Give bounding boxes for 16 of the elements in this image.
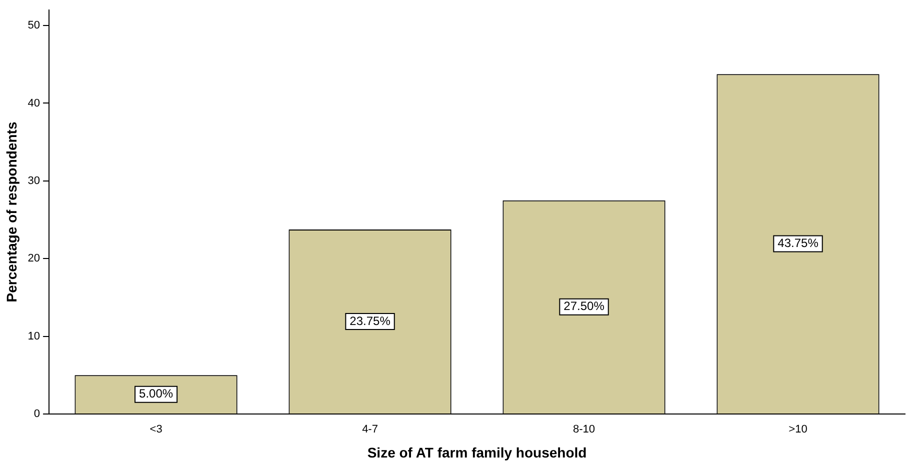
y-tick-label: 20 — [28, 252, 40, 265]
y-tick-label: 0 — [34, 408, 40, 420]
x-tick-label: 4-7 — [362, 424, 378, 436]
data-label: 23.75% — [350, 314, 391, 328]
x-axis-title: Size of AT farm family household — [367, 444, 587, 460]
x-tick-label: <3 — [150, 424, 162, 436]
data-label: 27.50% — [564, 299, 605, 314]
y-axis-title: Percentage of respondents — [3, 122, 20, 302]
data-label: 43.75% — [778, 236, 819, 250]
x-tick-label: >10 — [788, 424, 808, 436]
y-tick-label: 10 — [28, 330, 40, 342]
y-tick-label: 50 — [28, 20, 40, 32]
y-tick-label: 30 — [28, 174, 40, 187]
x-tick-label: 8-10 — [573, 424, 596, 436]
data-label: 5.00% — [139, 386, 174, 401]
y-tick-label: 40 — [28, 97, 40, 110]
